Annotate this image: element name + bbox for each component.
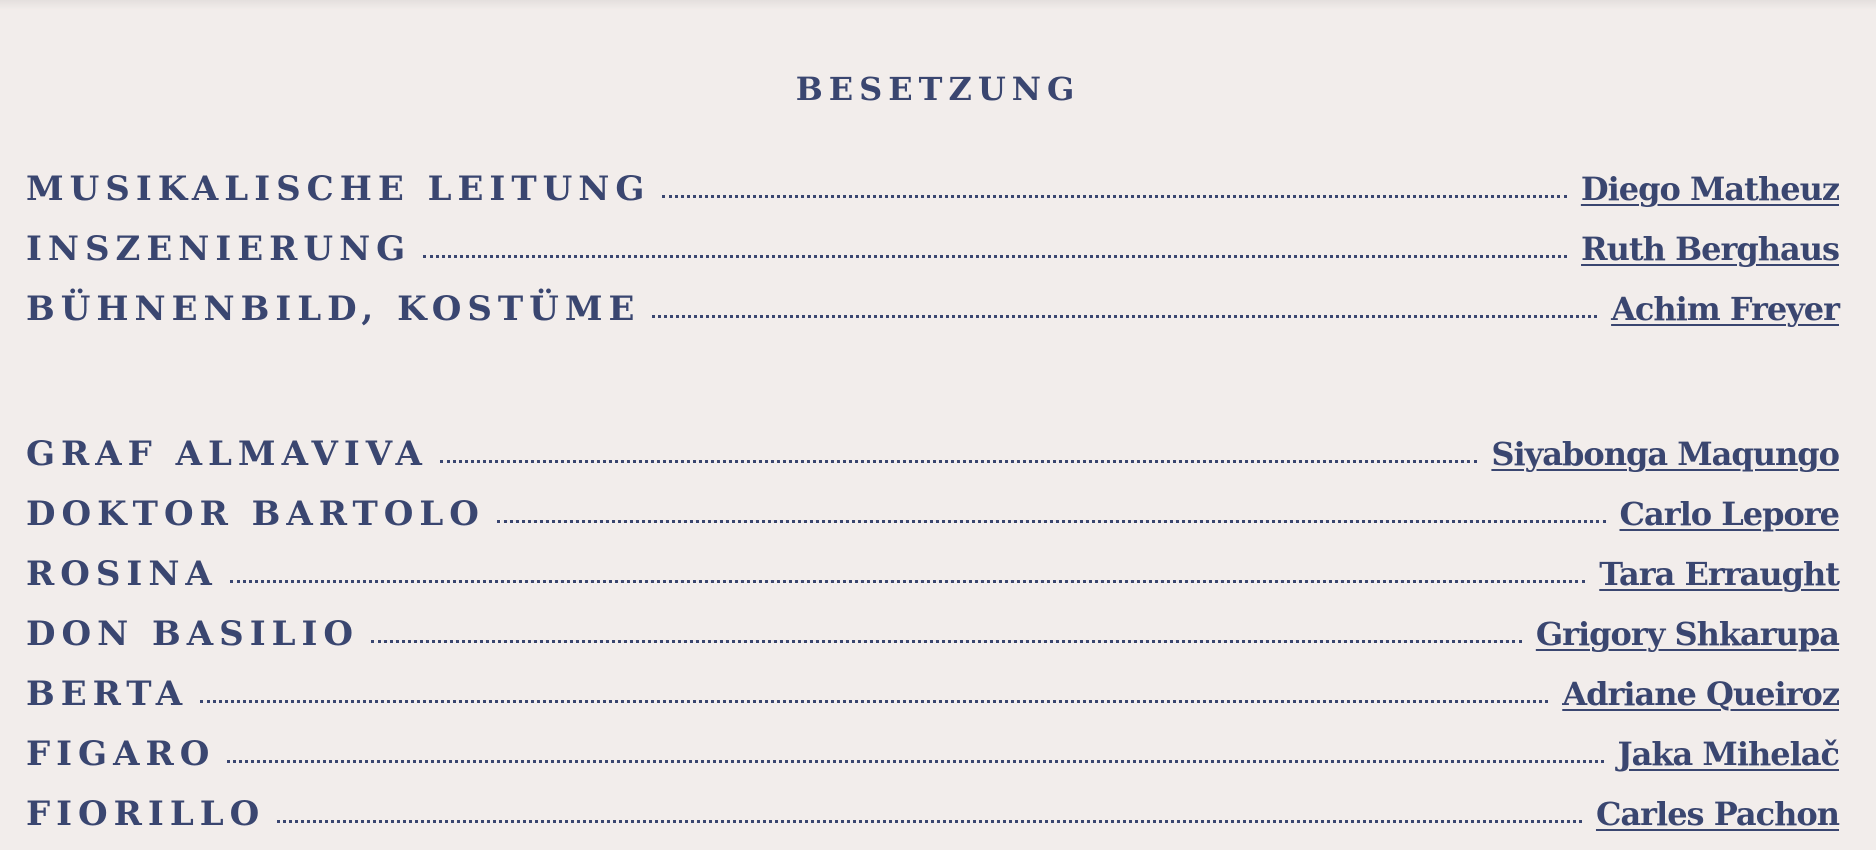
list-item: BERTA Adriane Queiroz	[26, 670, 1840, 730]
dotted-leader	[496, 520, 1606, 523]
person-link[interactable]: Adriane Queiroz	[1562, 675, 1840, 713]
list-item: FIORILLO Carles Pachon	[26, 790, 1840, 850]
list-item: DOKTOR BARTOLO Carlo Lepore	[26, 490, 1840, 550]
role-label: FIORILLO	[26, 794, 266, 834]
list-item: DON BASILIO Grigory Shkarupa	[26, 610, 1840, 670]
role-label: ROSINA	[26, 554, 218, 594]
role-label: BERTA	[26, 674, 189, 714]
role-label: DON BASILIO	[26, 614, 360, 654]
role-label: BÜHNENBILD, KOSTÜME	[26, 289, 641, 329]
list-item: MUSIKALISCHE LEITUNG Diego Matheuz	[26, 165, 1840, 225]
dotted-leader	[229, 580, 1586, 583]
person-link[interactable]: Ruth Berghaus	[1581, 230, 1840, 268]
person-link[interactable]: Siyabonga Maqungo	[1491, 435, 1840, 473]
cast-list: GRAF ALMAVIVA Siyabonga Maqungo DOKTOR B…	[26, 430, 1840, 850]
dotted-leader	[371, 640, 1522, 643]
dotted-leader	[662, 195, 1567, 198]
role-label: DOKTOR BARTOLO	[26, 494, 485, 534]
role-label: MUSIKALISCHE LEITUNG	[26, 169, 651, 209]
top-shadow	[0, 0, 1876, 10]
dotted-leader	[277, 820, 1582, 823]
person-link[interactable]: Achim Freyer	[1611, 290, 1840, 328]
list-item: FIGARO Jaka Mihelač	[26, 730, 1840, 790]
production-team-list: MUSIKALISCHE LEITUNG Diego Matheuz INSZE…	[26, 165, 1840, 345]
list-item: ROSINA Tara Erraught	[26, 550, 1840, 610]
person-link[interactable]: Tara Erraught	[1599, 555, 1840, 593]
list-item: GRAF ALMAVIVA Siyabonga Maqungo	[26, 430, 1840, 490]
list-item: INSZENIERUNG Ruth Berghaus	[26, 225, 1840, 285]
role-label: INSZENIERUNG	[26, 229, 412, 269]
person-link[interactable]: Jaka Mihelač	[1617, 735, 1840, 773]
role-label: FIGARO	[26, 734, 216, 774]
person-link[interactable]: Carlo Lepore	[1619, 495, 1840, 533]
list-item: BÜHNENBILD, KOSTÜME Achim Freyer	[26, 285, 1840, 345]
dotted-leader	[227, 760, 1604, 763]
person-link[interactable]: Diego Matheuz	[1580, 170, 1840, 208]
person-link[interactable]: Carles Pachon	[1595, 795, 1840, 833]
page-title: BESETZUNG	[795, 69, 1081, 108]
dotted-leader	[652, 315, 1598, 318]
role-label: GRAF ALMAVIVA	[26, 434, 428, 474]
dotted-leader	[200, 700, 1549, 703]
person-link[interactable]: Grigory Shkarupa	[1535, 615, 1840, 653]
dotted-leader	[439, 460, 1478, 463]
dotted-leader	[423, 255, 1568, 258]
